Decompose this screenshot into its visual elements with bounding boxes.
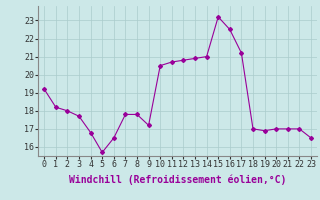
X-axis label: Windchill (Refroidissement éolien,°C): Windchill (Refroidissement éolien,°C): [69, 175, 286, 185]
